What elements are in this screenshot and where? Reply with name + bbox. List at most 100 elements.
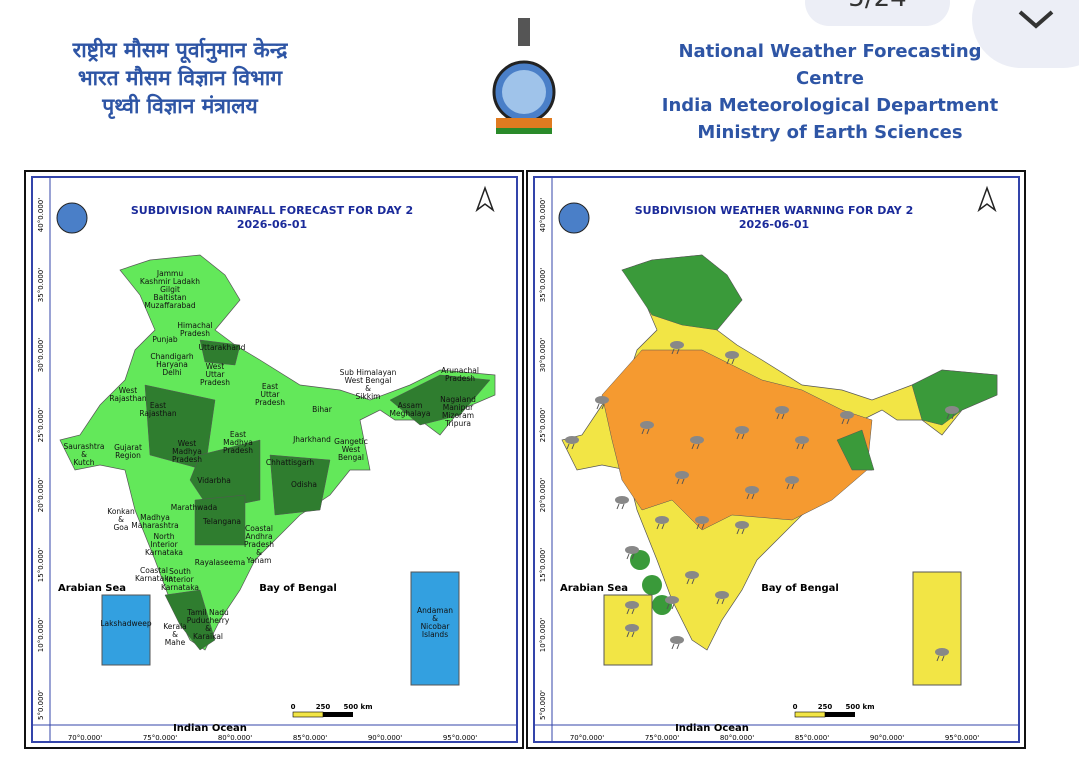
rain-icon <box>691 443 695 450</box>
region <box>911 369 998 426</box>
rain-icon <box>666 603 670 610</box>
map-title: SUBDIVISION WEATHER WARNING FOR DAY 2 <box>635 204 914 217</box>
latitude-label: 15°0.000' <box>37 548 45 582</box>
region <box>269 454 331 516</box>
rain-icon <box>695 516 709 524</box>
rain-icon <box>725 351 739 359</box>
map-date: 2026-06-01 <box>237 218 307 231</box>
rain-icon <box>601 403 605 410</box>
scale-label: 250 <box>818 703 833 711</box>
longitude-label: 90°0.000' <box>368 734 402 742</box>
region-label: Uttarakhand <box>198 343 246 352</box>
rain-icon <box>781 413 785 420</box>
latitude-label: 35°0.000' <box>539 268 547 302</box>
rain-icon <box>775 406 789 414</box>
region <box>389 374 491 426</box>
page-indicator: 5/24 <box>805 0 950 26</box>
region-label: Gangetic West Bengal <box>334 437 368 462</box>
rain-icon <box>791 483 795 490</box>
region <box>199 339 241 366</box>
rain-icon <box>655 516 669 524</box>
longitude-label: 70°0.000' <box>68 734 102 742</box>
region <box>601 349 873 531</box>
region <box>642 575 662 595</box>
sea-label: Indian Ocean <box>173 723 247 734</box>
rain-icon <box>946 413 950 420</box>
region-label: Odisha <box>290 480 318 489</box>
region-label: Gujarat Region <box>114 443 142 460</box>
region-label: Punjab <box>152 335 178 344</box>
region-label: Himachal Pradesh <box>177 321 213 338</box>
rain-icon <box>801 443 805 450</box>
english-line: National Weather Forecasting Centre <box>678 41 982 89</box>
sea-label: Arabian Sea <box>560 583 628 594</box>
region-label: Chandigarh Haryana Delhi <box>150 352 194 377</box>
rain-icon <box>741 433 745 440</box>
rain-icon <box>735 521 749 529</box>
english-line: India Meteorological Department <box>661 95 999 116</box>
rain-icon <box>776 413 780 420</box>
rain-icon <box>646 428 650 435</box>
rain-icon <box>656 523 660 530</box>
rain-icon <box>640 421 654 429</box>
english-header: National Weather Forecasting Centre Indi… <box>650 38 1010 146</box>
region-label: West Uttar Pradesh <box>199 362 231 387</box>
rain-icon <box>721 598 725 605</box>
region-label: Kerala & Mahe <box>163 622 187 647</box>
longitude-label: 75°0.000' <box>143 734 177 742</box>
island-inset <box>410 571 460 686</box>
region-label: Lakshadweep <box>100 619 152 628</box>
rain-icon <box>631 553 635 560</box>
region-label: Madhya Maharashtra <box>131 513 179 530</box>
sea-label: Bay of Bengal <box>761 583 839 594</box>
rain-icon <box>935 648 949 656</box>
rain-icon <box>746 493 750 500</box>
rain-icon <box>736 433 740 440</box>
island-inset <box>912 571 962 686</box>
region-label: Jharkhand <box>293 435 331 444</box>
region-label: Arunachal Pradesh <box>441 366 479 383</box>
map-border <box>533 176 1020 743</box>
sea-label: Indian Ocean <box>675 723 749 734</box>
region-label: West Rajasthan <box>109 386 147 403</box>
rain-icon <box>681 478 685 485</box>
rain-icon <box>595 396 609 404</box>
region-label: Bihar <box>312 405 332 414</box>
region-label: Assam Meghalaya <box>389 401 431 418</box>
rain-icon <box>676 643 680 650</box>
rain-icon <box>665 596 679 604</box>
region <box>164 589 216 651</box>
rain-icon <box>751 493 755 500</box>
imd-emblem <box>558 202 590 234</box>
region-label: Jammu Kashmir Ladakh Gilgit Baltistan Mu… <box>139 269 201 310</box>
rain-icon <box>565 436 579 444</box>
region <box>621 254 743 331</box>
rain-icon <box>786 483 790 490</box>
collapse-button[interactable] <box>972 0 1079 68</box>
rain-icon <box>676 348 680 355</box>
rain-icon <box>696 523 700 530</box>
map-border <box>31 176 518 743</box>
latitude-label: 20°0.000' <box>37 478 45 512</box>
region <box>836 429 875 471</box>
rain-icon <box>671 643 675 650</box>
rain-icon <box>716 598 720 605</box>
island-inset <box>101 594 151 666</box>
scale-label: 0 <box>291 703 296 711</box>
rain-icon <box>670 636 684 644</box>
map-date: 2026-06-01 <box>739 218 809 231</box>
region <box>194 494 246 546</box>
latitude-label: 15°0.000' <box>539 548 547 582</box>
north-arrow <box>475 185 495 213</box>
scale-bar <box>794 711 826 718</box>
rain-icon <box>731 358 735 365</box>
rain-icon <box>795 436 809 444</box>
latitude-label: 25°0.000' <box>37 408 45 442</box>
rain-icon <box>741 528 745 535</box>
rain-icon <box>671 603 675 610</box>
longitude-label: 75°0.000' <box>645 734 679 742</box>
region-label: Telangana <box>202 517 242 526</box>
region-label: Nagaland Manipur Mizoram Tripura <box>440 395 476 428</box>
longitude-label: 95°0.000' <box>945 734 979 742</box>
latitude-label: 30°0.000' <box>539 338 547 372</box>
